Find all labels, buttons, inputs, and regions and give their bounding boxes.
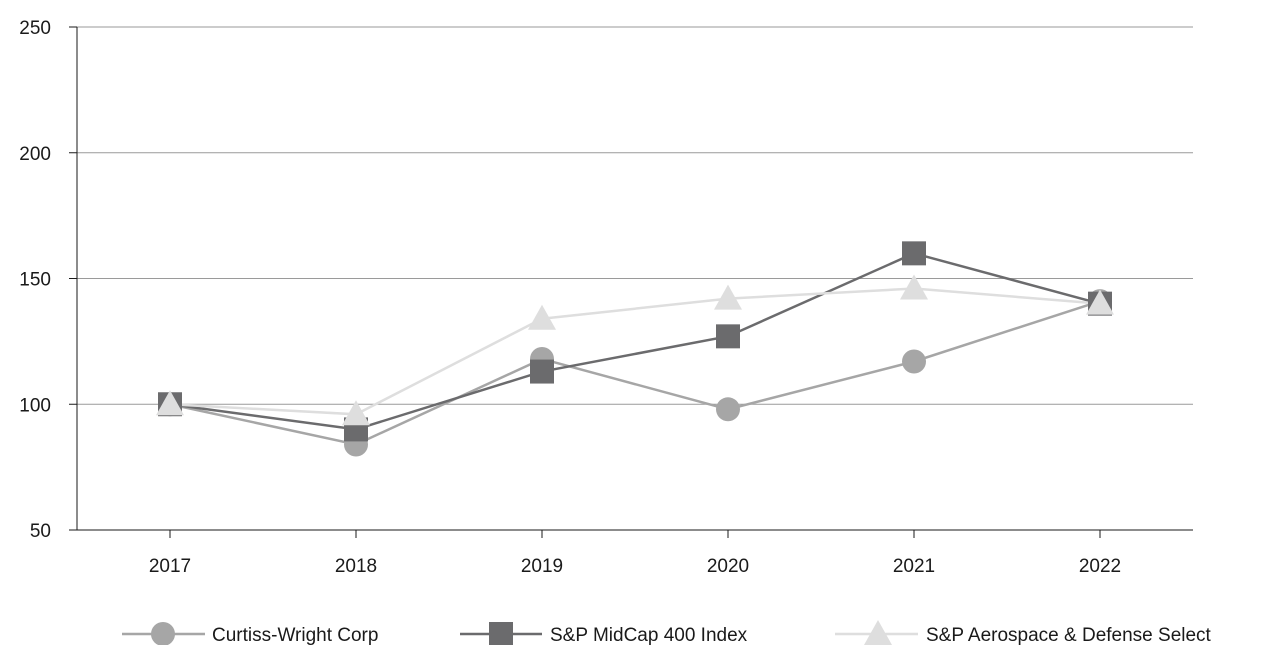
x-tick-label: 2019 bbox=[521, 556, 563, 577]
y-axis-ticks: 50 100 150 200 250 bbox=[19, 18, 77, 542]
data-point-sandp-midcap-400-index-2019 bbox=[530, 359, 554, 384]
x-tick-label: 2020 bbox=[707, 556, 749, 577]
data-point-sandp-aerospace-and-defense-select-2017 bbox=[156, 390, 184, 416]
x-tick-label: 2017 bbox=[149, 556, 191, 577]
legend: Curtiss-Wright Corp S&P MidCap 400 Index S… bbox=[122, 620, 1212, 645]
legend-item-sandp-aerospace-and-defense-select: S&P Aerospace & Defense Select bbox=[835, 620, 1212, 645]
data-point-sandp-aerospace-and-defense-select-2020 bbox=[714, 284, 742, 310]
data-point-sandp-aerospace-and-defense-select-2022 bbox=[1086, 289, 1114, 315]
grid-lines bbox=[77, 26, 1193, 405]
x-tick-label: 2018 bbox=[335, 556, 377, 577]
legend-item-curtiss-wright-corp: Curtiss-Wright Corp bbox=[122, 622, 378, 645]
legend-marker-circle bbox=[151, 622, 175, 645]
x-tick-label: 2022 bbox=[1079, 556, 1121, 577]
series-markers bbox=[156, 241, 1114, 457]
series-line-sandp-midcap-400-index bbox=[169, 252, 1101, 431]
data-point-sandp-aerospace-and-defense-select-2021 bbox=[900, 274, 928, 300]
x-axis-ticks: 2017 2018 2019 2020 2021 2022 bbox=[149, 530, 1121, 577]
legend-label: S&P MidCap 400 Index bbox=[550, 625, 748, 645]
legend-label: Curtiss-Wright Corp bbox=[212, 625, 378, 645]
y-tick-label: 200 bbox=[19, 144, 51, 165]
data-point-sandp-aerospace-and-defense-select-2018 bbox=[342, 400, 370, 426]
data-point-curtiss-wright-corp-2021 bbox=[902, 349, 926, 374]
series-lines bbox=[169, 252, 1101, 446]
y-tick-label: 150 bbox=[19, 270, 51, 291]
data-point-sandp-midcap-400-index-2020 bbox=[716, 324, 740, 349]
y-tick-label: 100 bbox=[19, 395, 51, 416]
legend-label: S&P Aerospace & Defense Select bbox=[926, 625, 1212, 645]
legend-item-sandp-midcap-400-index: S&P MidCap 400 Index bbox=[460, 622, 748, 645]
legend-marker-square bbox=[489, 622, 513, 645]
y-tick-label: 50 bbox=[30, 521, 51, 542]
legend-marker-triangle bbox=[864, 620, 892, 645]
x-tick-label: 2021 bbox=[893, 556, 935, 577]
data-point-curtiss-wright-corp-2020 bbox=[716, 397, 740, 422]
data-point-sandp-aerospace-and-defense-select-2019 bbox=[528, 304, 556, 330]
y-tick-label: 250 bbox=[19, 18, 51, 39]
data-point-sandp-midcap-400-index-2021 bbox=[902, 241, 926, 266]
series-line-sandp-aerospace-and-defense-select bbox=[169, 287, 1101, 416]
series-line-curtiss-wright-corp bbox=[169, 299, 1101, 446]
